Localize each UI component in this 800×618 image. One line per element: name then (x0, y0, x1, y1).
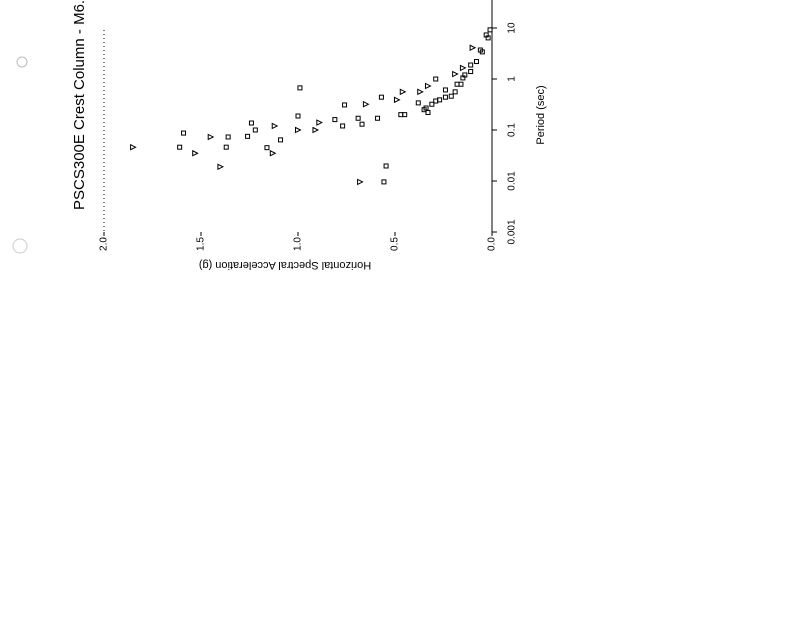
chart-title: PSCS300E Crest Column - M6.8 Backgrou (71, 0, 88, 210)
y-axis-label: Horizontal Spectral Acceleration (g) (199, 259, 371, 271)
point (442, 94, 448, 100)
point (393, 96, 401, 104)
point (269, 149, 277, 157)
point (340, 123, 346, 129)
point (433, 76, 439, 82)
point (399, 88, 407, 96)
point (217, 163, 225, 171)
scan-artifact (16, 56, 28, 68)
point (460, 75, 466, 81)
point (429, 101, 435, 107)
point (433, 98, 439, 104)
point (381, 179, 387, 185)
point (181, 130, 187, 136)
point (130, 143, 137, 151)
point (297, 85, 303, 91)
point (295, 113, 301, 119)
y-tick-label: 0.5 (390, 237, 401, 251)
x-tick-label: 0.01 (507, 171, 518, 191)
point (271, 122, 279, 130)
point (245, 133, 251, 139)
point (469, 44, 477, 52)
point (355, 115, 361, 121)
point (458, 81, 464, 87)
point (468, 62, 474, 68)
point (452, 89, 458, 95)
point (485, 35, 491, 41)
point (473, 59, 479, 65)
point (425, 110, 431, 116)
point (424, 82, 432, 90)
point (177, 144, 183, 150)
point (295, 126, 302, 134)
x-tick-label: 0.1 (507, 123, 518, 137)
point (312, 126, 320, 134)
x-tick-label: 10 (507, 22, 518, 34)
y-tick-label: 1.0 (293, 237, 304, 251)
point (423, 105, 429, 111)
point (383, 163, 389, 169)
y-tick-label: 1.5 (196, 237, 207, 251)
point (479, 49, 485, 55)
point (459, 64, 467, 72)
point (452, 70, 459, 78)
point (357, 178, 364, 186)
point (252, 127, 258, 133)
point (487, 27, 493, 33)
point (207, 133, 215, 141)
y-tick-label: 0.0 (487, 237, 498, 251)
point (264, 145, 270, 151)
point (468, 69, 474, 75)
point (342, 102, 348, 108)
point (378, 94, 384, 100)
point (316, 119, 323, 126)
point (362, 100, 370, 108)
point (278, 137, 284, 143)
point (332, 117, 338, 123)
point (415, 100, 421, 106)
point (375, 115, 381, 121)
point (359, 121, 365, 127)
point (248, 120, 254, 126)
y-tick-label: 2.0 (99, 237, 110, 251)
point (402, 112, 408, 118)
x-tick-label: 0.001 (507, 219, 518, 244)
x-tick-label: 1 (507, 76, 518, 82)
point (192, 149, 199, 157)
point (225, 134, 231, 140)
point (417, 88, 424, 96)
point (223, 144, 229, 150)
point (448, 93, 454, 99)
point (442, 87, 448, 93)
scan-artifact (12, 238, 28, 254)
x-axis-label: Period (sec) (535, 85, 547, 144)
